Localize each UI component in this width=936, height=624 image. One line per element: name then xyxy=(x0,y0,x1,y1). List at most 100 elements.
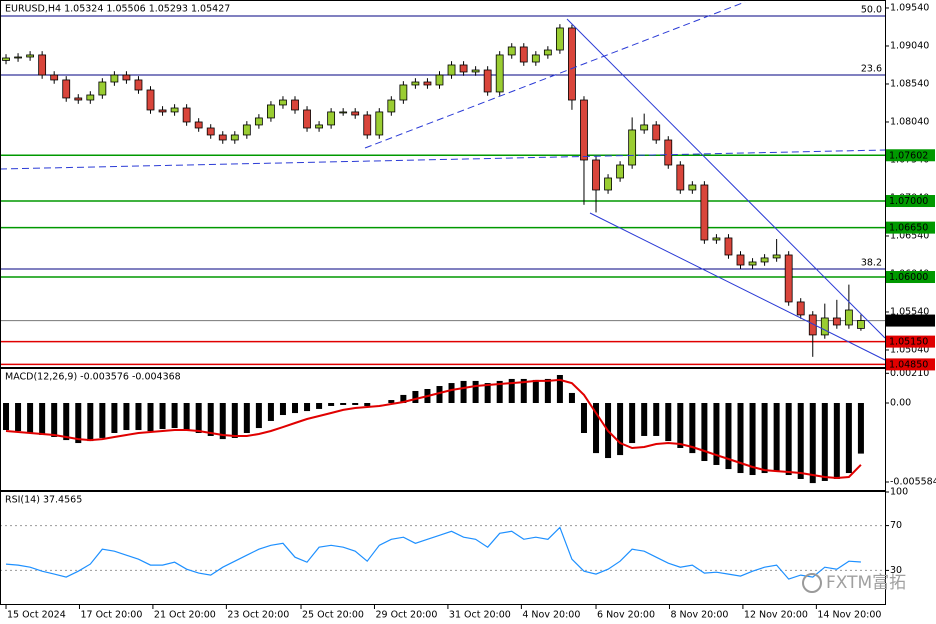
macd-bar xyxy=(195,403,202,433)
candle-body xyxy=(604,177,612,191)
x-tick-label: 15 Oct 2024 xyxy=(7,610,66,621)
x-tick-label: 4 Nov 20:00 xyxy=(522,610,580,621)
candle-body xyxy=(291,99,299,111)
macd-bar xyxy=(15,403,22,432)
macd-bar xyxy=(821,403,828,481)
macd-bar xyxy=(352,403,359,405)
candle-body xyxy=(555,27,564,51)
trend-line xyxy=(0,149,886,170)
level-box xyxy=(886,358,935,371)
candle-body xyxy=(676,164,685,191)
macd-bar xyxy=(496,380,503,404)
candle-body xyxy=(399,84,408,101)
candle-body xyxy=(531,54,540,63)
macd-bar xyxy=(677,403,684,448)
candle-body xyxy=(98,81,107,96)
macd-bar xyxy=(171,403,178,429)
level-label: 1.04850 xyxy=(889,359,928,370)
candle-body xyxy=(736,254,745,266)
macd-bar xyxy=(448,383,455,404)
trend-line xyxy=(364,1,746,149)
macd-bar xyxy=(701,403,708,462)
candle-body xyxy=(640,124,649,131)
macd-bar xyxy=(617,403,624,456)
candle-body xyxy=(808,314,817,336)
level-label: 1.07000 xyxy=(889,196,928,207)
macd-bar xyxy=(773,403,780,472)
macd-bar xyxy=(520,378,527,404)
candle-body xyxy=(62,79,71,99)
x-tick-label: 25 Oct 20:00 xyxy=(302,610,364,621)
candle-body xyxy=(206,127,215,136)
macd-bar xyxy=(316,403,323,409)
candle-body xyxy=(435,74,444,86)
macd-bar xyxy=(544,378,551,404)
candle-body xyxy=(74,97,83,101)
price-panel-frame xyxy=(0,0,886,368)
macd-bar xyxy=(580,403,587,433)
y-tick-label: 1.08040 xyxy=(890,116,929,127)
candle-body xyxy=(110,74,119,83)
channel-line xyxy=(566,18,886,339)
macd-bar xyxy=(39,403,46,435)
candle-body xyxy=(857,320,865,329)
macd-bar xyxy=(761,403,768,474)
macd-bar xyxy=(845,403,852,474)
macd-bar xyxy=(183,403,190,431)
macd-bar xyxy=(388,400,395,404)
macd-bar xyxy=(484,383,491,404)
candle-body xyxy=(616,164,625,179)
y-tick-label: 1.05040 xyxy=(890,344,929,355)
x-tick-label: 31 Oct 20:00 xyxy=(449,610,511,621)
candle-body xyxy=(471,69,480,73)
candle-body xyxy=(507,46,516,56)
fib-label: 50.0 xyxy=(861,4,882,15)
y-tick-label: 1.09040 xyxy=(890,40,929,51)
macd-bar xyxy=(532,379,539,404)
candle-body xyxy=(182,107,191,123)
fib-label: 38.2 xyxy=(861,257,882,268)
candle-body xyxy=(700,184,709,241)
macd-bar xyxy=(689,403,696,454)
fib-label: 23.6 xyxy=(861,64,882,75)
candle-body xyxy=(568,27,576,101)
macd-bar xyxy=(556,374,563,404)
candle-body xyxy=(218,134,227,141)
signal-line xyxy=(5,378,862,480)
macd-bar xyxy=(833,403,840,479)
candle-body xyxy=(122,74,131,81)
y-tick-label: 1.09540 xyxy=(890,2,929,13)
x-tick-label: 23 Oct 20:00 xyxy=(227,610,289,621)
macd-bar xyxy=(99,403,106,438)
x-tick-label: 12 Nov 20:00 xyxy=(744,610,808,621)
level-label: 1.07602 xyxy=(889,150,928,161)
level-label: 1.06650 xyxy=(889,223,928,234)
candle-body xyxy=(14,56,22,59)
macd-bar xyxy=(243,403,250,433)
candle-body xyxy=(712,237,721,241)
macd-bar xyxy=(629,403,636,444)
candle-body xyxy=(170,107,179,113)
macd-bar xyxy=(472,380,479,404)
macd-bar xyxy=(231,403,238,438)
x-tick-label: 8 Nov 20:00 xyxy=(670,610,728,621)
macd-bar xyxy=(725,403,732,470)
candle-body xyxy=(411,81,420,86)
macd-bar xyxy=(3,403,10,431)
candle-body xyxy=(86,94,95,101)
macd-bar xyxy=(797,403,804,479)
candle-body xyxy=(796,301,805,316)
x-tick-label: 17 Oct 20:00 xyxy=(80,610,142,621)
rsi-panel-frame xyxy=(0,491,886,605)
candle-body xyxy=(315,124,323,129)
macd-bar xyxy=(207,403,214,436)
macd-bar xyxy=(135,403,142,431)
candle-body xyxy=(459,64,468,73)
macd-bar xyxy=(147,403,154,432)
macd-bar xyxy=(737,403,744,474)
level-box xyxy=(886,335,935,348)
candle-body xyxy=(279,99,287,106)
y-tick-label: 1.05540 xyxy=(890,306,929,317)
level-box xyxy=(886,149,935,162)
watermark-logo xyxy=(802,573,822,593)
